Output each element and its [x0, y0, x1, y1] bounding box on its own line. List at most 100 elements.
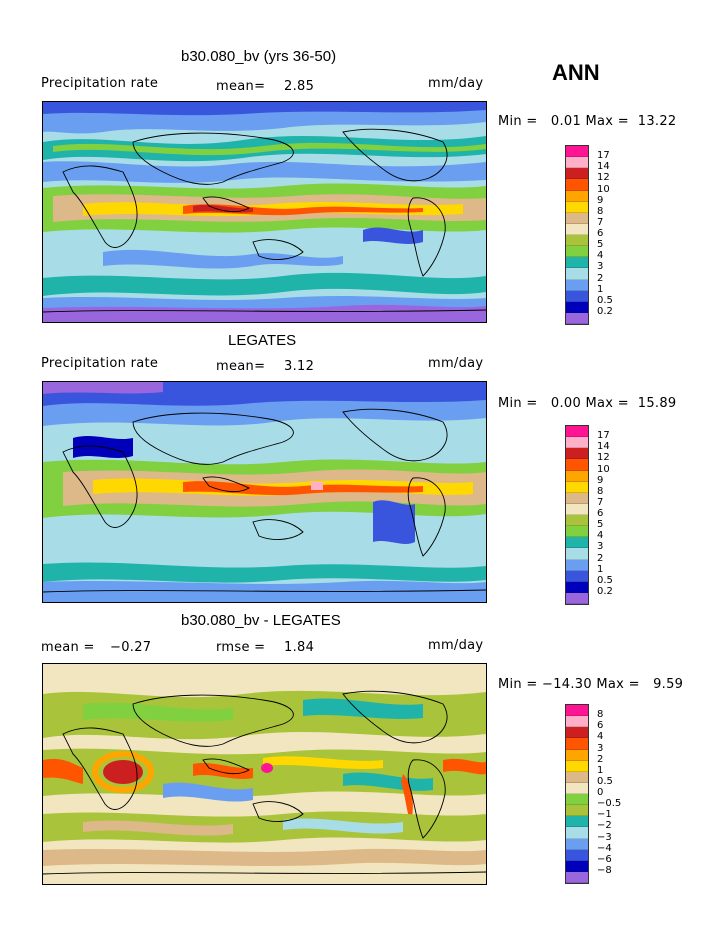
colorbar-swatch [566, 760, 588, 772]
panel3-max-label: Max = [596, 677, 640, 692]
panel3-map [42, 663, 487, 885]
colorbar-tick-label: 3 [597, 261, 604, 273]
panel3-units: mm/day [428, 638, 484, 653]
colorbar-swatch [566, 481, 588, 493]
season-label: ANN [552, 60, 600, 85]
panel3-rmse-label: rmse = [216, 640, 266, 655]
colorbar-tick-label: −2 [597, 820, 612, 832]
panel2-map [42, 381, 487, 603]
panel2-max-value: 15.89 [637, 396, 677, 411]
colorbar-swatch [566, 168, 588, 180]
colorbar-swatch [566, 860, 588, 872]
colorbar-swatch [566, 705, 588, 717]
colorbar-tick-label: 0.5 [597, 294, 613, 306]
colorbar-tick-label: 5 [597, 519, 604, 531]
panel3-title: b30.080_bv - LEGATES [181, 612, 341, 629]
colorbar-tick-label: 2 [597, 552, 604, 564]
colorbar-tick-label: 9 [597, 474, 604, 486]
colorbar-tick-label: 6 [597, 508, 604, 519]
panel3-min-label: Min = −14.30 Max = 9.59 [498, 677, 684, 692]
colorbar-tick-label: 8 [597, 709, 604, 721]
panel1-colorbar [565, 145, 589, 325]
colorbar-tick-label: 9 [597, 194, 604, 206]
colorbar-swatch [566, 426, 588, 438]
panel2-variable-label: Precipitation rate [41, 356, 159, 371]
panel1-map-svg [43, 102, 486, 322]
colorbar-tick-label: 17 [597, 430, 610, 442]
colorbar-swatch [566, 157, 588, 169]
colorbar-swatch [566, 816, 588, 828]
colorbar-tick-label: 6 [597, 228, 604, 239]
colorbar-swatch [566, 838, 588, 850]
colorbar-tick-label: 1 [597, 283, 604, 295]
panel1-map [42, 101, 487, 323]
panel1-title: b30.080_bv (yrs 36-50) [181, 48, 337, 65]
colorbar-tick-label: 5 [597, 239, 604, 251]
colorbar-tick-label: 1 [597, 764, 604, 776]
colorbar-tick-label: 4 [597, 530, 604, 542]
colorbar-swatch [566, 716, 588, 728]
colorbar-tick-label: 8 [597, 205, 604, 217]
panel2-max-label: Max = [585, 396, 629, 411]
colorbar-swatch [566, 146, 588, 158]
panel2-map-svg [43, 382, 486, 602]
colorbar-swatch [566, 268, 588, 280]
colorbar-swatch [566, 526, 588, 538]
colorbar-swatch [566, 448, 588, 460]
panel3-mean-label: mean = [41, 640, 95, 655]
colorbar-swatch [566, 794, 588, 806]
colorbar-swatch [566, 212, 588, 224]
colorbar-swatch [566, 503, 588, 515]
colorbar-tick-label: 6 [597, 720, 604, 732]
colorbar-tick-label: 0.2 [597, 305, 613, 317]
panel3-colorbar-swatches [566, 705, 588, 883]
colorbar-tick-label: −4 [597, 842, 612, 854]
panel2-colorbar [565, 425, 589, 605]
panel3-map-svg [43, 664, 486, 884]
colorbar-swatch [566, 279, 588, 291]
colorbar-swatch [566, 871, 588, 883]
panel2-min-label: Min = 0.00 Max = 15.89 [498, 396, 677, 411]
colorbar-swatch [566, 190, 588, 202]
panel1-mean-value: 2.85 [284, 79, 315, 94]
colorbar-swatch [566, 782, 588, 794]
colorbar-tick-label: 10 [597, 463, 610, 475]
colorbar-swatch [566, 570, 588, 582]
panel3-min-value: −14.30 [542, 677, 592, 692]
colorbar-swatch [566, 727, 588, 739]
colorbar-swatch [566, 559, 588, 571]
colorbar-swatch [566, 459, 588, 471]
colorbar-tick-label: 12 [597, 172, 610, 184]
panel1-mean-label: mean= [216, 79, 266, 94]
colorbar-swatch [566, 290, 588, 302]
colorbar-tick-label: 8 [597, 485, 604, 497]
colorbar-swatch [566, 849, 588, 861]
colorbar-swatch [566, 223, 588, 235]
colorbar-swatch [566, 257, 588, 269]
colorbar-tick-label: 0.2 [597, 585, 613, 597]
panel1-max-value: 13.22 [637, 114, 677, 129]
colorbar-tick-label: 0 [597, 787, 604, 798]
colorbar-tick-label: −0.5 [597, 798, 622, 810]
colorbar-swatch [566, 301, 588, 313]
colorbar-tick-label: 2 [597, 753, 604, 765]
colorbar-tick-label: 7 [597, 496, 604, 508]
panel3-mean-value: −0.27 [110, 640, 152, 655]
colorbar-swatch [566, 246, 588, 258]
colorbar-swatch [566, 470, 588, 482]
colorbar-tick-label: 10 [597, 183, 610, 195]
panel2-mean-value: 3.12 [284, 359, 315, 374]
colorbar-swatch [566, 749, 588, 761]
colorbar-swatch [566, 537, 588, 549]
colorbar-tick-label: 0.5 [597, 574, 613, 586]
colorbar-tick-label: 3 [597, 742, 604, 754]
panel3-rmse-value: 1.84 [284, 640, 315, 655]
colorbar-tick-label: 4 [597, 731, 604, 743]
panel2-min-value: 0.00 [550, 396, 582, 411]
panel3-max-value: 9.59 [653, 677, 684, 692]
colorbar-swatch [566, 437, 588, 449]
colorbar-swatch [566, 581, 588, 593]
colorbar-swatch [566, 201, 588, 213]
colorbar-swatch [566, 179, 588, 191]
colorbar-tick-label: 2 [597, 272, 604, 284]
